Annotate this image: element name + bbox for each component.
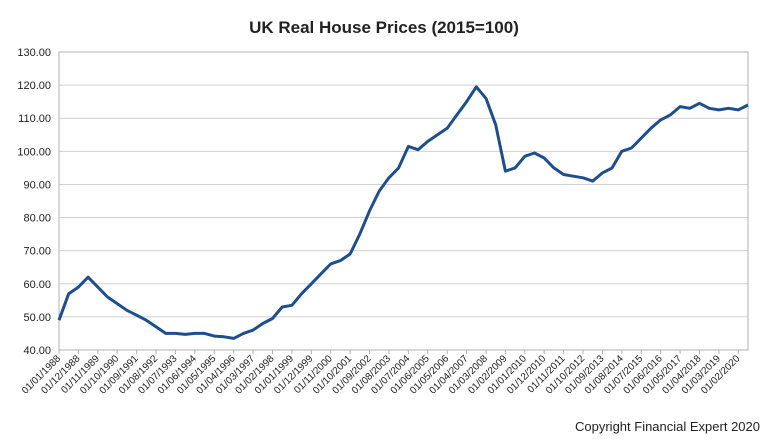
price-line xyxy=(57,85,749,340)
y-tick-label: 100.00 xyxy=(17,146,51,158)
y-tick-label: 80.00 xyxy=(23,213,51,225)
y-tick-label: 130.00 xyxy=(17,47,51,59)
y-tick-label: 70.00 xyxy=(23,246,51,258)
y-tick-label: 40.00 xyxy=(23,345,51,357)
y-tick-label: 120.00 xyxy=(17,80,51,92)
plot-border xyxy=(58,51,749,351)
y-tick-label: 110.00 xyxy=(18,113,51,125)
chart-title: UK Real House Prices (2015=100) xyxy=(249,18,519,37)
y-tick-label: 60.00 xyxy=(23,279,51,291)
copyright: Copyright Financial Expert 2020 xyxy=(575,419,760,434)
y-tick-label: 90.00 xyxy=(23,179,51,191)
y-tick-label: 50.00 xyxy=(23,312,51,324)
